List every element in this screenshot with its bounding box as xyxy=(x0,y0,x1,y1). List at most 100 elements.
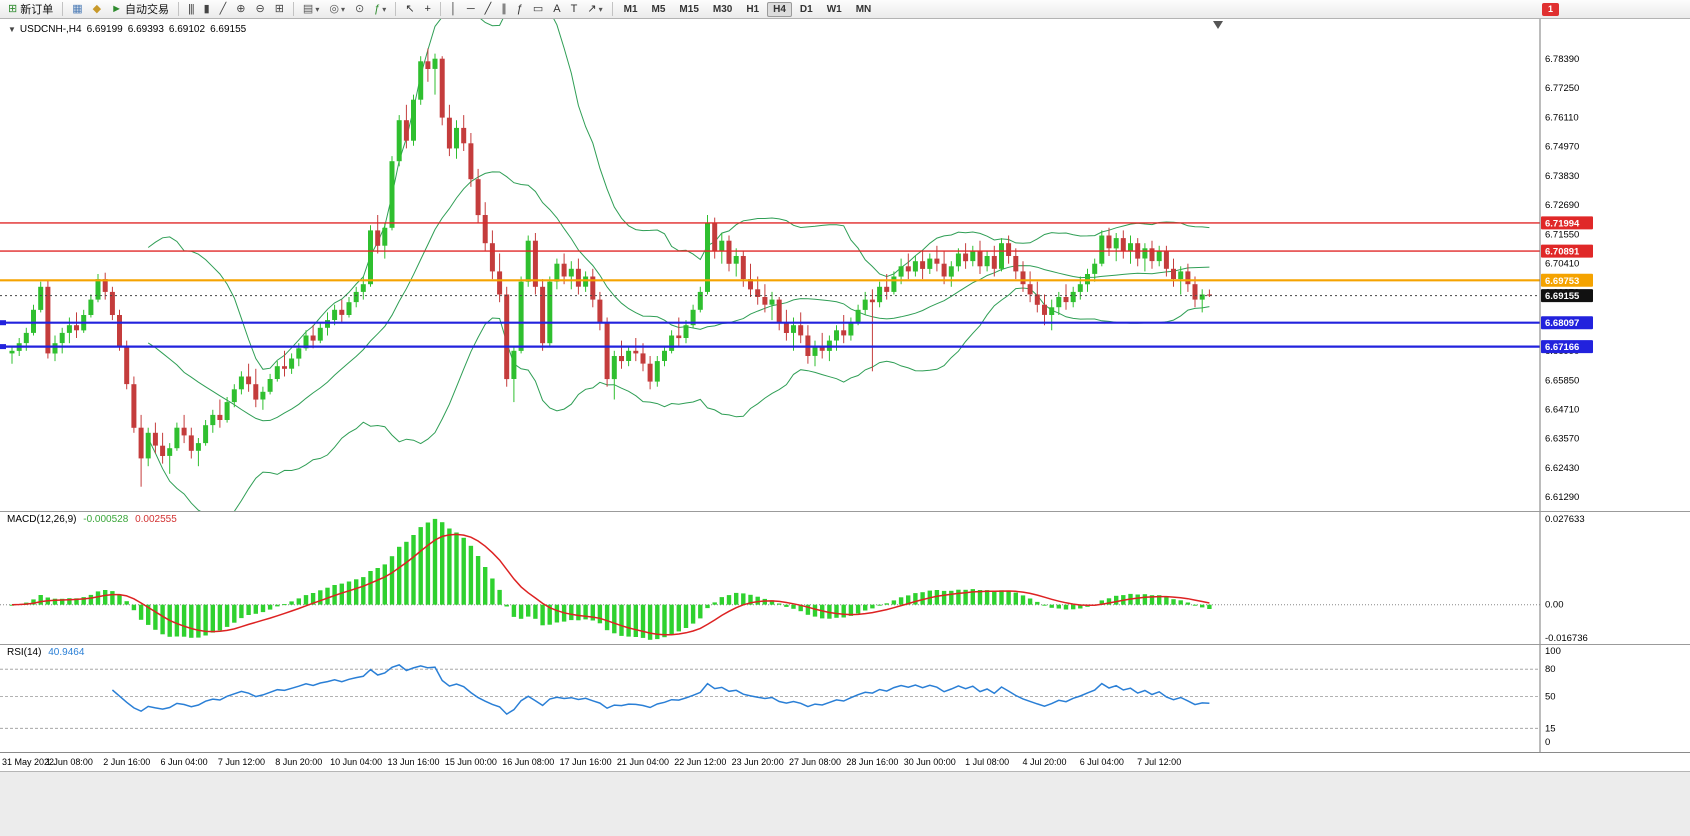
panel-separator[interactable] xyxy=(0,644,1690,645)
chart-profiles-button[interactable]: ◎ ▾ xyxy=(325,0,349,18)
time-periods-icon: ⊙ xyxy=(354,3,365,15)
time-axis-label: 6 Jun 04:00 xyxy=(160,757,208,767)
timeframe-d1[interactable]: D1 xyxy=(799,3,813,15)
autotrading-button[interactable]: ► 自动交易 xyxy=(107,0,173,18)
zoom-out-button[interactable]: ⊖ xyxy=(251,0,268,18)
timeframe-h1[interactable]: H1 xyxy=(746,3,760,15)
level-anchor-marker[interactable] xyxy=(0,320,6,326)
macd-panel-canvas[interactable]: 0.027633 0.00 -0.016736 xyxy=(0,512,1690,644)
level-price-badge[interactable] xyxy=(1541,216,1593,230)
horizontal-line-button[interactable]: ─ xyxy=(463,0,479,18)
time-axis-label: 27 Jun 08:00 xyxy=(789,757,842,767)
vertical-line-icon: │ xyxy=(449,3,457,15)
arrow-tools-button[interactable]: ↗ ▾ xyxy=(583,0,606,18)
macd-signal-value: 0.002555 xyxy=(135,514,177,525)
price-axis-label: 6.71550 xyxy=(1545,229,1579,240)
price-axis-label: 6.61290 xyxy=(1545,492,1579,503)
price-axis-label: 6.65850 xyxy=(1545,375,1579,386)
timeframe-m1[interactable]: M1 xyxy=(623,3,638,15)
toolbar-separator xyxy=(611,2,613,16)
new-order-button[interactable]: ⊞ 新订单 xyxy=(4,0,57,18)
level-price-badge-text: 6.69753 xyxy=(1545,276,1579,287)
rsi-panel-canvas[interactable]: 100 80 50 15 0 xyxy=(0,645,1690,752)
current-price-badge[interactable] xyxy=(1541,289,1593,303)
price-axis-label: 6.64710 xyxy=(1545,405,1579,416)
crosshair-button[interactable]: + xyxy=(421,0,435,18)
rsi-value: 40.9464 xyxy=(48,647,85,658)
rsi-label: RSI(14) 40.9464 xyxy=(7,647,88,658)
trendline-button[interactable]: ╱ xyxy=(481,0,496,18)
timeframe-m30[interactable]: M30 xyxy=(712,3,733,15)
time-axis-label: 15 Jun 00:00 xyxy=(444,757,497,767)
chart-shift-marker[interactable] xyxy=(1213,21,1223,29)
macd-name: MACD(12,26,9) xyxy=(7,514,77,525)
ohlc-close: 6.69155 xyxy=(210,24,247,35)
cursor-icon: ↖ xyxy=(405,3,415,15)
time-axis-label: 23 Jun 20:00 xyxy=(731,757,784,767)
cursor-button[interactable]: ↖ xyxy=(401,0,418,18)
timeframe-mn[interactable]: MN xyxy=(855,3,872,15)
collapse-chart-icon[interactable]: ▼ xyxy=(8,25,16,34)
bar-chart-icon: ||| xyxy=(187,3,195,15)
profiles-button[interactable]: ◆ xyxy=(89,0,105,18)
rsi-axis-label: 50 xyxy=(1545,692,1556,703)
time-axis-label: 2 Jun 16:00 xyxy=(103,757,151,767)
new-chart-button[interactable]: ▤ ▾ xyxy=(299,0,323,18)
price-axis-label: 6.62430 xyxy=(1545,463,1579,474)
fibonacci-button[interactable]: ƒ xyxy=(513,0,527,18)
shapes-button[interactable]: ▭ xyxy=(529,0,547,18)
time-axis-label: 21 Jun 04:00 xyxy=(616,757,669,767)
notification-badge[interactable]: 1 xyxy=(1542,3,1559,16)
chart-profiles-icon: ◎ xyxy=(329,3,339,15)
price-axis-label: 6.72690 xyxy=(1545,200,1579,211)
timeframe-w1[interactable]: W1 xyxy=(826,3,842,15)
new-order-icon: ⊞ xyxy=(8,3,18,15)
time-periods-button[interactable]: ⊙ xyxy=(351,0,368,18)
timeframe-m15[interactable]: M15 xyxy=(679,3,699,15)
current-price-badge-text: 6.69155 xyxy=(1545,291,1580,302)
time-axis-label: 13 Jun 16:00 xyxy=(387,757,440,767)
candles-series xyxy=(9,48,1212,487)
text-button[interactable]: A xyxy=(549,0,564,18)
panel-separator[interactable] xyxy=(0,511,1690,512)
time-axis-label: 7 Jul 12:00 xyxy=(1137,757,1182,767)
level-price-badge[interactable] xyxy=(1541,340,1593,354)
level-price-badge[interactable] xyxy=(1541,316,1593,330)
rsi-axis-label: 0 xyxy=(1545,737,1550,748)
zoom-in-icon: ⊕ xyxy=(236,3,246,15)
level-price-badge-text: 6.71994 xyxy=(1545,218,1580,229)
timeframe-h4[interactable]: H4 xyxy=(767,1,792,17)
open-chart-icon: ▦ xyxy=(72,3,83,15)
open-chart-button[interactable]: ▦ xyxy=(68,0,86,18)
new-chart-icon: ▤ xyxy=(302,3,314,15)
price-chart-canvas[interactable]: 6.78390 6.77250 6.76110 6.74970 6.73830 6.726… xyxy=(0,19,1690,511)
price-axis-label: 6.78390 xyxy=(1545,54,1579,65)
zoom-in-button[interactable]: ⊕ xyxy=(232,0,249,18)
level-price-badge[interactable] xyxy=(1541,273,1593,287)
level-price-badge[interactable] xyxy=(1541,244,1593,258)
candlestick-chart-button[interactable]: ▮ xyxy=(200,0,214,18)
price-axis-label: 6.73830 xyxy=(1545,171,1579,182)
bar-chart-button[interactable]: ||| xyxy=(184,0,198,18)
line-chart-icon: ╱ xyxy=(219,3,227,15)
price-axis-label: 6.74970 xyxy=(1545,142,1579,153)
timeframe-m5[interactable]: M5 xyxy=(651,3,666,15)
text-label-button[interactable]: T xyxy=(567,0,582,18)
macd-main-value: -0.000528 xyxy=(83,514,129,525)
macd-histogram xyxy=(9,518,1212,640)
equidistant-channel-button[interactable]: ∥ xyxy=(497,0,511,18)
time-axis[interactable]: 31 May 2022 1 Jun 08:00 2 Jun 16:00 6 Jun 0… xyxy=(0,752,1690,771)
time-axis-label: 17 Jun 16:00 xyxy=(559,757,612,767)
indicators-button[interactable]: ƒ ▾ xyxy=(370,0,390,18)
tile-windows-button[interactable]: ⊞ xyxy=(271,0,288,18)
price-axis-label: 6.77250 xyxy=(1545,83,1579,94)
level-anchor-marker[interactable] xyxy=(0,344,6,350)
time-axis-label: 16 Jun 08:00 xyxy=(502,757,555,767)
chevron-down-icon: ▾ xyxy=(340,4,345,14)
chevron-down-icon: ▾ xyxy=(315,4,320,14)
vertical-line-button[interactable]: │ xyxy=(446,0,461,18)
line-chart-button[interactable]: ╱ xyxy=(216,0,231,18)
new-order-label: 新订单 xyxy=(20,4,54,16)
time-axis-label: 1 Jun 08:00 xyxy=(45,757,93,767)
arrow-tools-icon: ↗ xyxy=(587,3,597,15)
